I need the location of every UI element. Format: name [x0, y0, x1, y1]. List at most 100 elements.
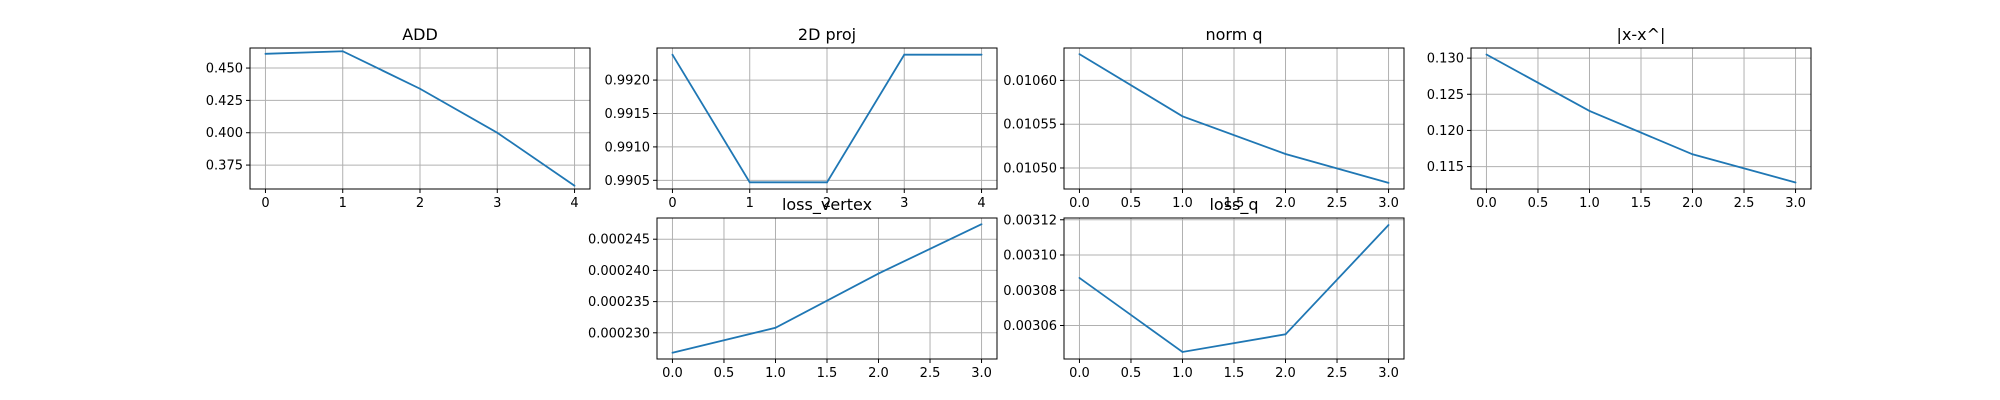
data-point — [903, 53, 906, 56]
data-point — [341, 50, 344, 53]
x-tick-label: 0.5 — [1121, 196, 1142, 211]
y-tick-label: 0.00306 — [1003, 319, 1057, 334]
y-tick-label: 0.01055 — [1003, 118, 1057, 133]
y-tick-label: 0.125 — [1427, 88, 1464, 103]
data-point — [1181, 115, 1184, 118]
x-tick-label: 3.0 — [1378, 196, 1399, 211]
subplot-6: 0.0 0.5 1.0 1.5 2.0 2.5 3.0 0.00306 0.00308 0.003… — [1003, 195, 1405, 381]
subplot-title: |x-x^| — [1617, 25, 1666, 44]
x-tick-label: 0.0 — [1476, 196, 1497, 211]
x-tick-label: 2.0 — [1682, 196, 1703, 211]
y-tick-label: 0.00310 — [1003, 249, 1057, 264]
data-point — [573, 184, 576, 187]
x-tick-label: 1.5 — [1224, 366, 1245, 381]
x-tick-label: 2.0 — [868, 366, 889, 381]
subplot-5: 0.0 0.5 1.0 1.5 2.0 2.5 3.0 0.000230 0.000235 0.0… — [588, 195, 998, 381]
data-point — [980, 223, 983, 226]
x-tick-label: 2 — [823, 196, 831, 211]
x-tick-label: 2.5 — [920, 366, 941, 381]
x-tick-label: 3.0 — [1785, 196, 1806, 211]
data-point — [1284, 333, 1287, 336]
subplot-3: 0.0 0.5 1.0 1.5 2.0 2.5 3.0 0.01050 0.01055 0.010… — [1003, 25, 1405, 211]
data-point — [1387, 181, 1390, 184]
x-tick-label: 2.5 — [1734, 196, 1755, 211]
y-tick-label: 0.375 — [206, 159, 243, 174]
x-tick-label: 1.0 — [765, 366, 786, 381]
x-tick-label: 3.0 — [971, 366, 992, 381]
x-tick-label: 0.0 — [1069, 366, 1090, 381]
x-tick-label: 1.0 — [1579, 196, 1600, 211]
subplot-title: norm q — [1205, 25, 1262, 44]
series-line-1 — [1078, 224, 1390, 353]
data-point — [1078, 277, 1081, 279]
x-tick-label: 0.0 — [1069, 196, 1090, 211]
subplot-2: 0 1 2 3 4 0.9905 0.9910 0.9915 0.9920 2D proj — [605, 25, 998, 211]
x-tick-label: 0.5 — [1528, 196, 1549, 211]
series-line-1 — [1078, 53, 1389, 184]
data-point — [1078, 53, 1081, 56]
data-point — [980, 53, 983, 56]
x-tick-label: 1.5 — [1631, 196, 1652, 211]
data-point — [748, 181, 751, 184]
data-point — [1181, 351, 1184, 353]
x-tick-label: 0 — [261, 196, 269, 211]
y-tick-label: 0.01050 — [1003, 161, 1057, 176]
subplot-title: loss_q — [1209, 195, 1258, 215]
series-line-1 — [672, 223, 982, 354]
x-tick-label: 1 — [746, 196, 754, 211]
subplot-1: 0 1 2 3 4 0.375 0.400 0.425 0.450 ADD — [206, 25, 591, 211]
x-tick-label: 0.0 — [662, 366, 683, 381]
y-tick-label: 0.400 — [206, 126, 243, 141]
y-tick-label: 0.9915 — [605, 107, 651, 122]
subplot-title: ADD — [402, 25, 438, 44]
data-point — [877, 272, 880, 275]
data-point — [1387, 224, 1390, 226]
subplot-4: 0.0 0.5 1.0 1.5 2.0 2.5 3.0 0.115 0.120 0.125 0.13… — [1427, 25, 1812, 211]
data-point — [671, 53, 674, 56]
y-tick-label: 0.000240 — [588, 264, 650, 279]
y-tick-label: 0.000230 — [588, 326, 650, 341]
x-tick-label: 4 — [570, 196, 578, 211]
x-tick-label: 1.0 — [1172, 366, 1193, 381]
x-tick-label: 2 — [416, 196, 424, 211]
x-tick-label: 2.5 — [1327, 196, 1348, 211]
subplot-title: loss_vertex — [782, 195, 872, 215]
y-tick-label: 0.000235 — [588, 295, 650, 310]
series-line-1 — [1486, 53, 1796, 184]
x-tick-label: 2.0 — [1275, 196, 1296, 211]
data-point — [1794, 181, 1797, 184]
subplot-title: 2D proj — [798, 25, 856, 44]
data-point — [1588, 110, 1591, 112]
y-tick-label: 0.00312 — [1003, 213, 1057, 228]
data-point — [1691, 153, 1694, 156]
x-tick-label: 1.5 — [817, 366, 838, 381]
data-point — [826, 181, 828, 184]
x-tick-label: 3 — [493, 196, 501, 211]
data-point — [1485, 53, 1488, 56]
x-tick-label: 1.0 — [1172, 196, 1193, 211]
y-tick-label: 0.115 — [1427, 160, 1464, 175]
x-tick-label: 0.5 — [714, 366, 735, 381]
x-tick-label: 0.5 — [1121, 366, 1142, 381]
y-tick-label: 0.9920 — [605, 74, 651, 89]
x-tick-label: 3.0 — [1378, 366, 1399, 381]
x-tick-label: 3 — [900, 196, 908, 211]
data-point — [671, 351, 674, 354]
y-tick-label: 0.425 — [206, 94, 243, 109]
y-tick-label: 0.120 — [1427, 124, 1464, 139]
y-tick-label: 0.000245 — [588, 233, 650, 248]
x-tick-label: 1 — [339, 196, 347, 211]
data-point — [419, 87, 421, 90]
x-tick-label: 1.5 — [1224, 196, 1245, 211]
y-tick-label: 0.9910 — [605, 140, 651, 155]
x-tick-label: 4 — [977, 196, 985, 211]
y-tick-label: 0.9905 — [605, 174, 651, 189]
x-tick-label: 0 — [668, 196, 676, 211]
x-tick-label: 2.0 — [1275, 366, 1296, 381]
data-point — [1284, 153, 1287, 155]
data-point — [264, 52, 267, 55]
y-tick-label: 0.450 — [206, 62, 243, 77]
y-tick-label: 0.01060 — [1003, 74, 1057, 89]
y-tick-label: 0.130 — [1427, 52, 1464, 67]
